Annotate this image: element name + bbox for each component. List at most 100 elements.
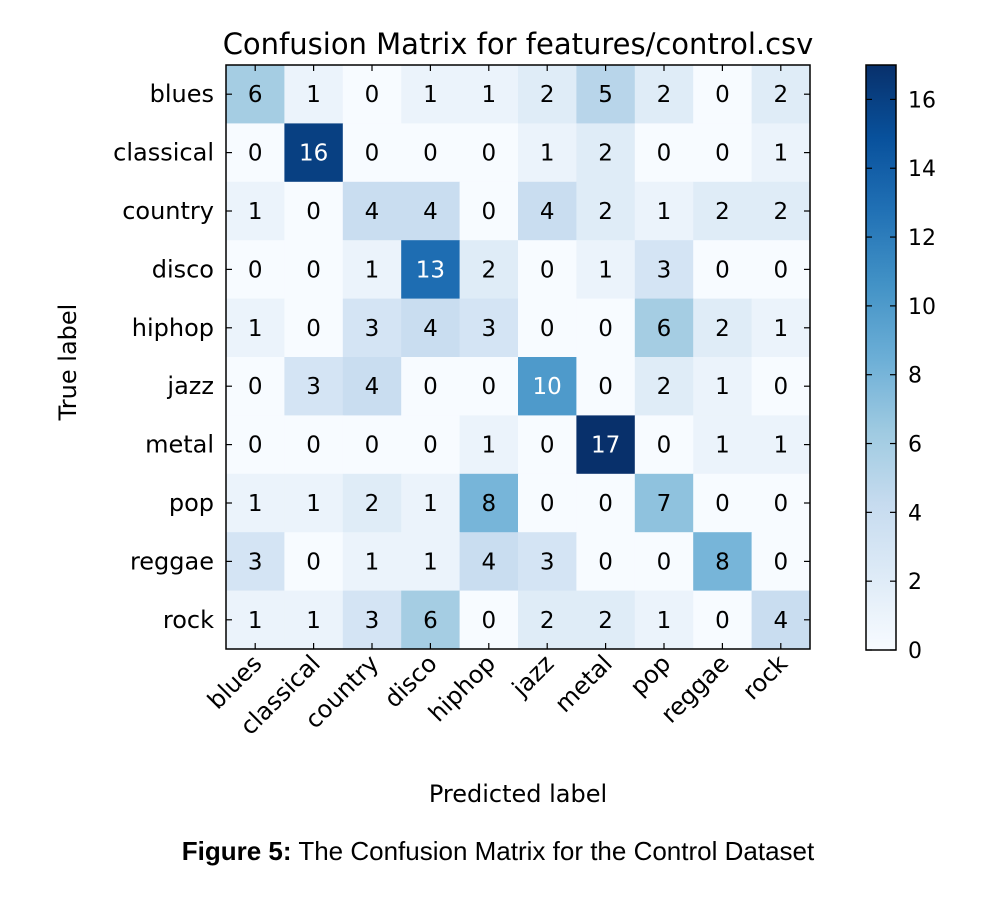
cell-value-label: 0 [540,433,555,459]
cell-value-label: 0 [248,374,263,400]
colorbar-tick-label: 4 [908,501,922,526]
y-tick-label: metal [145,431,214,459]
heatmap-cell [693,357,753,416]
cell-value-label: 1 [715,433,730,459]
heatmap-cell [459,532,519,592]
cell-value-label: 1 [657,608,672,634]
heatmap-cell [284,181,344,241]
heatmap-cell [342,473,402,533]
heatmap-cell [634,532,694,592]
heatmap-cell [751,532,811,592]
heatmap-cell [284,123,344,183]
y-axis-ticks: blues classical country disco hiphop jazz meta… [113,80,810,634]
cell-value-label: 0 [306,316,321,342]
cell-value-label: 6 [423,608,438,634]
cell-value-label: 0 [481,608,496,634]
heatmap-cell [576,65,636,124]
cell-value-label: 0 [365,433,380,459]
cell-value-label: 1 [365,257,380,283]
heatmap-cell [342,123,402,183]
heatmap-cell [342,532,402,592]
cell-value-label: 7 [657,491,672,517]
heatmap-cell [226,65,285,124]
heatmap-cell [576,415,636,475]
chart-title: Confusion Matrix for features/control.cs… [223,27,814,61]
cell-value-label: 0 [598,549,613,575]
heatmap-cell [634,181,694,241]
cell-value-label: 0 [657,549,672,575]
figure-caption: Figure 5: The Confusion Matrix for the C… [0,836,996,867]
y-axis-label: True label [54,304,82,422]
cell-value-label: 0 [598,374,613,400]
heatmap-cell [401,65,461,124]
cell-value-label: 1 [306,82,321,108]
heatmap-cell [518,181,577,241]
cell-value-label: 4 [365,199,380,225]
heatmap-cell [634,415,694,475]
cell-value-label: 2 [598,141,613,167]
colorbar-tick-label: 12 [908,226,936,251]
cell-value-label: 6 [248,82,263,108]
cell-value-label: 4 [540,199,555,225]
colorbar-tick-label: 8 [908,364,922,389]
cell-value-label: 2 [657,374,672,400]
heatmap-cell [576,357,636,416]
colorbar-tick-label: 6 [908,433,922,458]
colorbar-tick-label: 2 [908,570,922,595]
cell-value-label: 16 [299,141,328,167]
heatmap-cell [284,473,344,533]
heatmap-cell [284,357,344,416]
cell-value-label: 3 [657,257,672,283]
cell-value-label: 1 [540,141,555,167]
heatmap-cell [576,123,636,183]
cell-value-label: 0 [540,316,555,342]
cell-value-label: 17 [591,433,620,459]
x-tick-label: pop [625,649,677,701]
heatmap-cell [751,123,811,183]
colorbar-ticks: 0 2 4 6 8 10 12 14 16 [866,88,936,664]
cell-value-label: 1 [657,199,672,225]
heatmap-cell [459,65,519,124]
heatmap-cell [401,532,461,592]
heatmap-cell [693,298,753,358]
heatmap-cell [226,298,285,358]
heatmap-cell [576,532,636,592]
heatmap-cell [634,240,694,300]
cell-value-label: 1 [248,316,263,342]
heatmap-cell [342,590,402,650]
cell-value-label: 2 [715,199,730,225]
heatmap-cell [751,590,811,650]
cell-value-label: 0 [773,491,788,517]
heatmap-cell [401,415,461,475]
cell-value-label: 1 [598,257,613,283]
cell-value-label: 5 [598,82,613,108]
heatmap-cell [342,298,402,358]
cell-value-label: 2 [481,257,496,283]
heatmap-cell [634,590,694,650]
heatmap-cell [284,298,344,358]
cell-value-label: 0 [715,491,730,517]
heatmap-cell [401,298,461,358]
heatmap-cell [226,357,285,416]
heatmap-cell [693,590,753,650]
y-tick-label: country [122,197,214,225]
cell-value-label: 1 [773,433,788,459]
cell-value-label: 1 [423,549,438,575]
cell-value-label: 0 [715,82,730,108]
heatmap-cell [751,181,811,241]
cell-value-label: 2 [365,491,380,517]
cell-value-label: 3 [365,316,380,342]
cell-value-label: 2 [773,82,788,108]
x-axis-label: Predicted label [429,780,607,808]
cell-value-label: 1 [773,316,788,342]
cell-value-label: 0 [540,491,555,517]
cell-value-label: 8 [715,549,730,575]
cell-value-label: 1 [248,491,263,517]
cell-value-label: 2 [598,199,613,225]
heatmap-cell [518,298,577,358]
heatmap-cell [226,123,285,183]
cell-value-label: 4 [773,608,788,634]
cell-value-label: 0 [248,141,263,167]
heatmap-cell [751,357,811,416]
